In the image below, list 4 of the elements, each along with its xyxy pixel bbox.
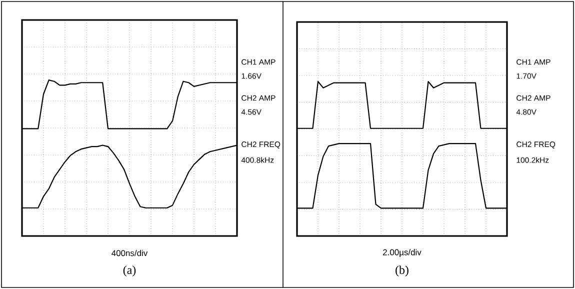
x-axis-title: 2.00µs/div: [383, 249, 422, 257]
x-axis-title: 400ns/div: [112, 250, 148, 256]
text: (b): [396, 266, 408, 276]
text: (a): [123, 266, 136, 276]
